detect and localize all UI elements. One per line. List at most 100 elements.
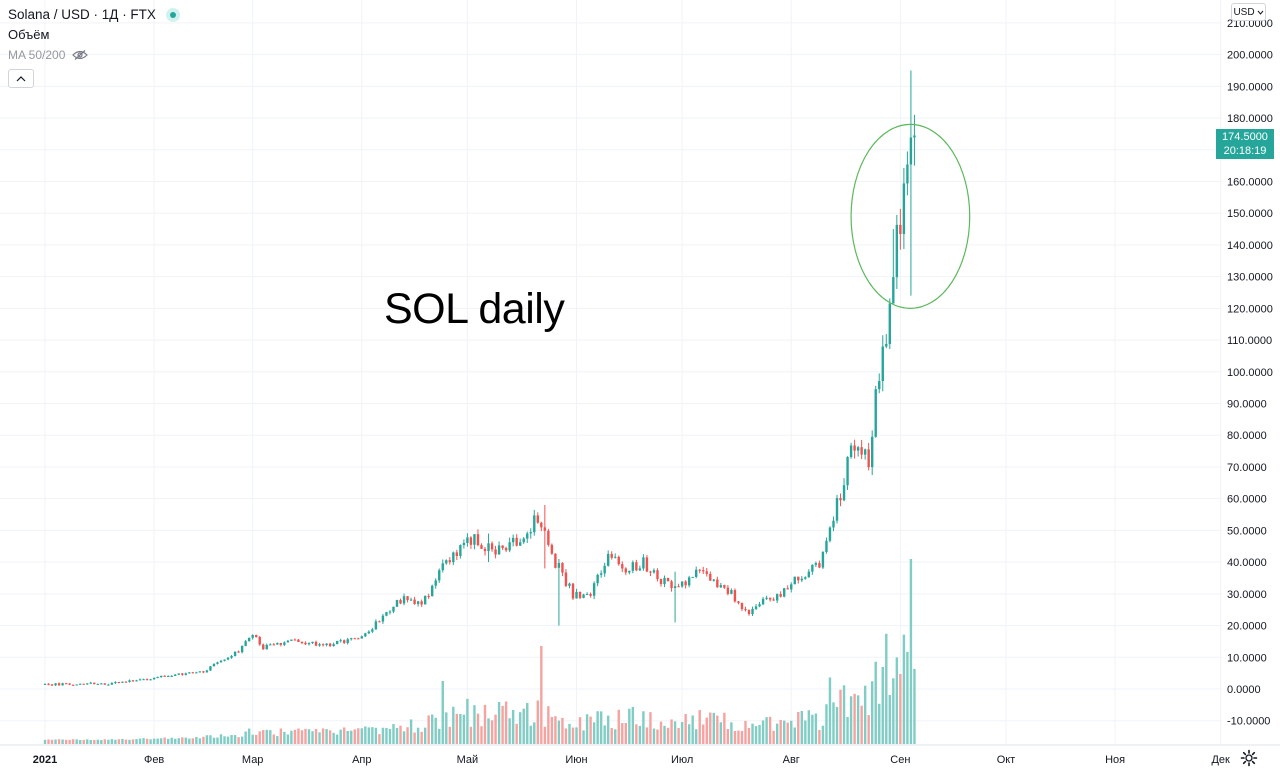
volume-bar bbox=[335, 734, 339, 744]
candle-body bbox=[684, 581, 687, 586]
candle-body bbox=[420, 601, 423, 605]
volume-bar bbox=[272, 734, 275, 744]
candle-body bbox=[863, 449, 867, 455]
candle-body bbox=[814, 563, 818, 565]
candle-body bbox=[188, 672, 191, 674]
price-tick-label: 80.0000 bbox=[1227, 430, 1267, 442]
volume-bar bbox=[610, 728, 613, 744]
candle-body bbox=[79, 683, 82, 685]
volume-bar bbox=[226, 736, 230, 744]
candle-body bbox=[445, 560, 448, 564]
time-axis[interactable]: 2021 Фев Мар Апр Май Июн Июл Авг Сен Окт Ноя Дек bbox=[0, 744, 1280, 766]
candle-body bbox=[501, 545, 504, 549]
candle-body bbox=[490, 543, 494, 550]
currency-select[interactable]: USD bbox=[1231, 3, 1266, 21]
volume-bar bbox=[279, 728, 283, 744]
price-tick-label: 40.0000 bbox=[1227, 557, 1267, 569]
volume-bar bbox=[188, 738, 191, 744]
candle-body bbox=[709, 573, 712, 581]
highlight-ellipse[interactable] bbox=[850, 123, 971, 309]
volume-bar bbox=[466, 698, 469, 744]
candle-body bbox=[607, 553, 610, 566]
volume-bar bbox=[138, 738, 142, 744]
candle-body bbox=[272, 644, 275, 646]
volume-bar bbox=[842, 685, 846, 744]
volume-bar bbox=[526, 702, 529, 744]
volume-bar bbox=[645, 727, 649, 744]
candle-body bbox=[849, 445, 853, 458]
chevron-down-icon bbox=[1257, 10, 1263, 15]
candle-body bbox=[286, 640, 290, 643]
volume-bar bbox=[885, 633, 888, 744]
ma-label[interactable]: MA 50/200 bbox=[8, 48, 66, 62]
symbol-row[interactable]: Solana / USD · 1Д · FTX bbox=[8, 5, 180, 25]
volume-bar bbox=[913, 668, 916, 744]
volume-bar bbox=[793, 727, 796, 744]
gear-icon[interactable] bbox=[1240, 749, 1258, 767]
candle-body bbox=[364, 633, 367, 637]
candle-body bbox=[459, 545, 462, 556]
candle-body bbox=[128, 680, 131, 682]
time-tick-label: Мар bbox=[242, 754, 264, 766]
candle-body bbox=[775, 594, 779, 601]
volume-bar bbox=[561, 717, 564, 744]
volume-bar bbox=[79, 740, 82, 744]
ma-indicator-row[interactable]: MA 50/200 bbox=[8, 45, 180, 65]
volume-bar bbox=[649, 712, 652, 744]
candle-body bbox=[526, 533, 529, 539]
volume-bar bbox=[314, 728, 318, 744]
candle-body bbox=[399, 600, 402, 604]
symbol-title[interactable]: Solana / USD · 1Д · FTX bbox=[8, 7, 156, 22]
candle-body bbox=[719, 585, 723, 588]
volume-indicator-row[interactable]: Объём bbox=[8, 25, 180, 45]
price-axis[interactable]: 210.0000200.0000190.0000180.0000170.0000… bbox=[1227, 18, 1273, 728]
candle-body bbox=[89, 682, 92, 684]
volume-bar bbox=[473, 705, 476, 744]
candle-body bbox=[321, 644, 325, 646]
volume-bar bbox=[399, 725, 402, 744]
candle-body bbox=[642, 557, 645, 569]
volume-bar bbox=[205, 735, 209, 744]
volume-bar bbox=[867, 715, 870, 744]
candle-body bbox=[825, 540, 828, 552]
candle-body bbox=[663, 577, 666, 585]
candle-body bbox=[666, 577, 670, 582]
collapse-legend-button[interactable] bbox=[8, 69, 34, 88]
volume-bar bbox=[276, 736, 279, 744]
candle-body bbox=[508, 542, 511, 551]
volume-bar bbox=[230, 735, 233, 744]
price-tick-label: 150.0000 bbox=[1227, 208, 1273, 220]
volume-bar bbox=[321, 728, 325, 744]
volume-bar bbox=[807, 710, 811, 744]
volume-bar bbox=[61, 739, 64, 744]
candle-body bbox=[529, 532, 532, 534]
last-price-label: 174.5000 20:18:19 bbox=[1216, 129, 1274, 159]
hidden-eye-icon[interactable] bbox=[72, 50, 89, 60]
candle-body bbox=[307, 643, 311, 645]
volume-bar bbox=[811, 714, 814, 744]
volume-bar bbox=[128, 739, 131, 744]
volume-label[interactable]: Объём bbox=[8, 27, 50, 42]
volume-bar bbox=[50, 739, 54, 744]
volume-bar bbox=[881, 667, 884, 744]
candle-body bbox=[621, 564, 624, 569]
volume-bar bbox=[64, 739, 68, 744]
volume-bar bbox=[184, 737, 187, 744]
volume-bar bbox=[350, 730, 353, 744]
price-tick-label: 200.0000 bbox=[1227, 50, 1273, 62]
volume-bar bbox=[420, 731, 423, 744]
volume-bar bbox=[159, 738, 163, 744]
volume-bar bbox=[255, 734, 258, 744]
time-tick-label: Окт bbox=[997, 754, 1016, 766]
annotation-text[interactable]: SOL daily bbox=[384, 285, 565, 333]
candle-body bbox=[878, 381, 881, 390]
candle-body bbox=[899, 224, 902, 234]
volume-bar bbox=[568, 723, 571, 744]
volume-bar bbox=[438, 728, 441, 744]
candle-body bbox=[152, 677, 156, 680]
volume-bar bbox=[687, 724, 691, 744]
candle-body bbox=[438, 570, 441, 581]
candle-body bbox=[561, 562, 564, 573]
time-tick-label: Дек bbox=[1211, 754, 1230, 766]
